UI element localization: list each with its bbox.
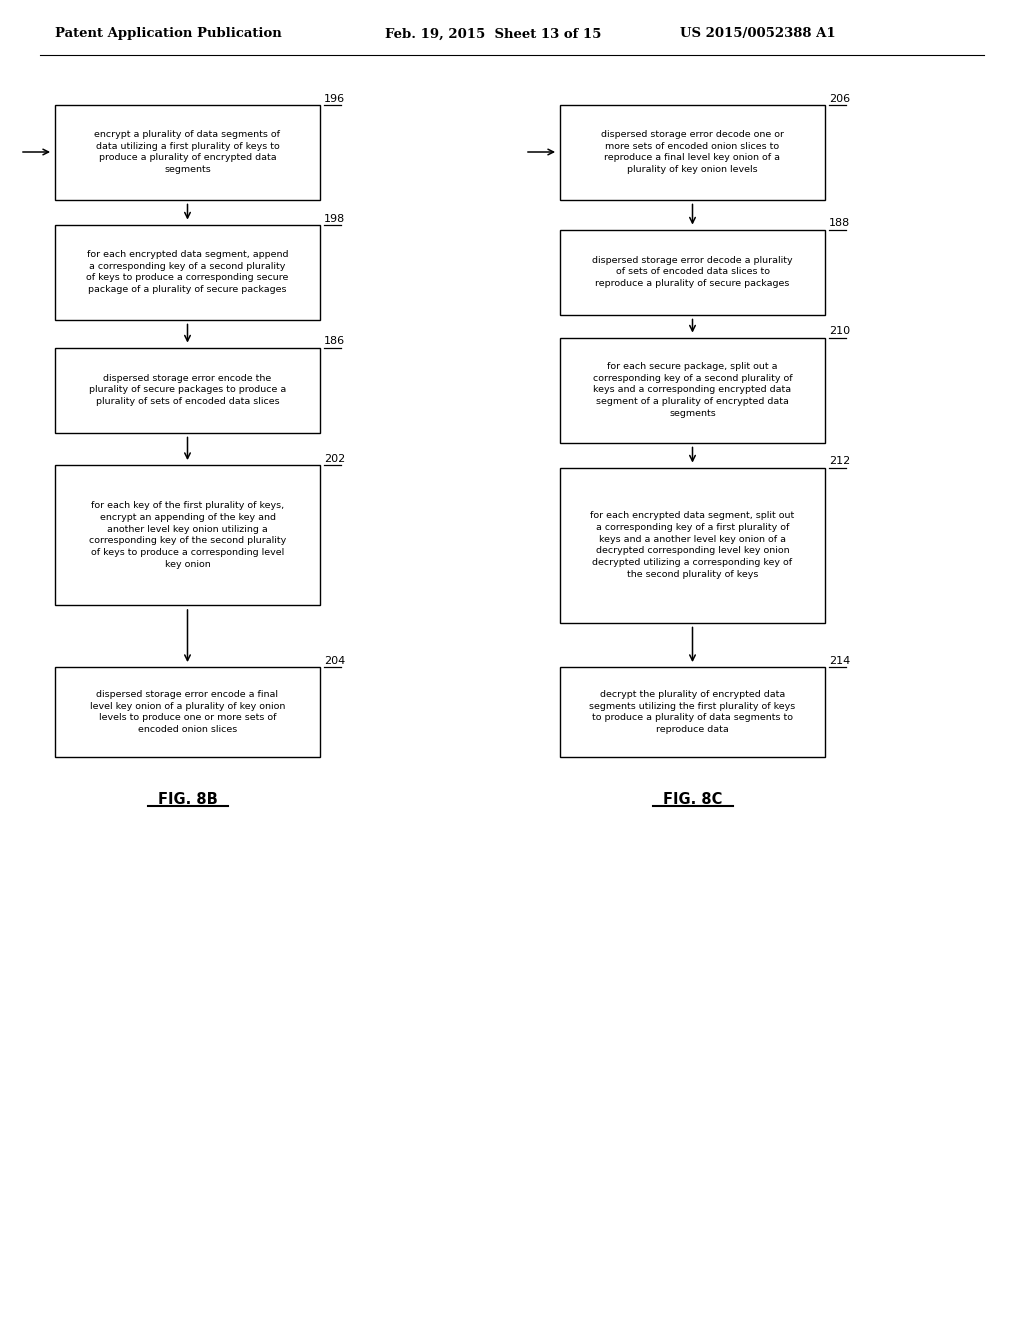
Text: for each key of the first plurality of keys,
encrypt an appending of the key and: for each key of the first plurality of k… [89,502,286,569]
Text: 188: 188 [829,219,850,228]
Text: 196: 196 [324,94,345,103]
Bar [55,465,319,605]
Text: 206: 206 [829,94,850,103]
Text: 204: 204 [324,656,345,667]
Text: encrypt a plurality of data segments of
data utilizing a first plurality of keys: encrypt a plurality of data segments of … [94,129,281,174]
Text: 210: 210 [829,326,850,337]
Text: for each secure package, split out a
corresponding key of a second plurality of
: for each secure package, split out a cor… [593,362,793,418]
Text: 214: 214 [829,656,850,667]
Text: decrypt the plurality of encrypted data
segments utilizing the first plurality o: decrypt the plurality of encrypted data … [590,690,796,734]
Bar [55,667,319,756]
Bar [560,230,825,314]
Text: 186: 186 [324,337,345,346]
Text: for each encrypted data segment, split out
a corresponding key of a first plural: for each encrypted data segment, split o… [591,511,795,579]
Text: Patent Application Publication: Patent Application Publication [55,28,282,41]
Text: 202: 202 [324,454,345,465]
Text: dispersed storage error decode a plurality
of sets of encoded data slices to
rep: dispersed storage error decode a plurali… [592,256,793,288]
Text: FIG. 8B: FIG. 8B [158,792,217,807]
Bar [55,104,319,199]
Bar [55,224,319,319]
Text: for each encrypted data segment, append
a corresponding key of a second pluralit: for each encrypted data segment, append … [86,249,289,294]
Bar [560,104,825,199]
Text: 212: 212 [829,457,850,466]
Bar [560,667,825,756]
Text: FIG. 8C: FIG. 8C [663,792,722,807]
Bar [55,347,319,433]
Text: US 2015/0052388 A1: US 2015/0052388 A1 [680,28,836,41]
Text: dispersed storage error encode a final
level key onion of a plurality of key oni: dispersed storage error encode a final l… [90,690,286,734]
Text: dispersed storage error encode the
plurality of secure packages to produce a
plu: dispersed storage error encode the plura… [89,374,286,407]
Bar [560,338,825,442]
Bar [560,467,825,623]
Text: dispersed storage error decode one or
more sets of encoded onion slices to
repro: dispersed storage error decode one or mo… [601,129,784,174]
Text: 198: 198 [324,214,345,223]
Text: Feb. 19, 2015  Sheet 13 of 15: Feb. 19, 2015 Sheet 13 of 15 [385,28,601,41]
